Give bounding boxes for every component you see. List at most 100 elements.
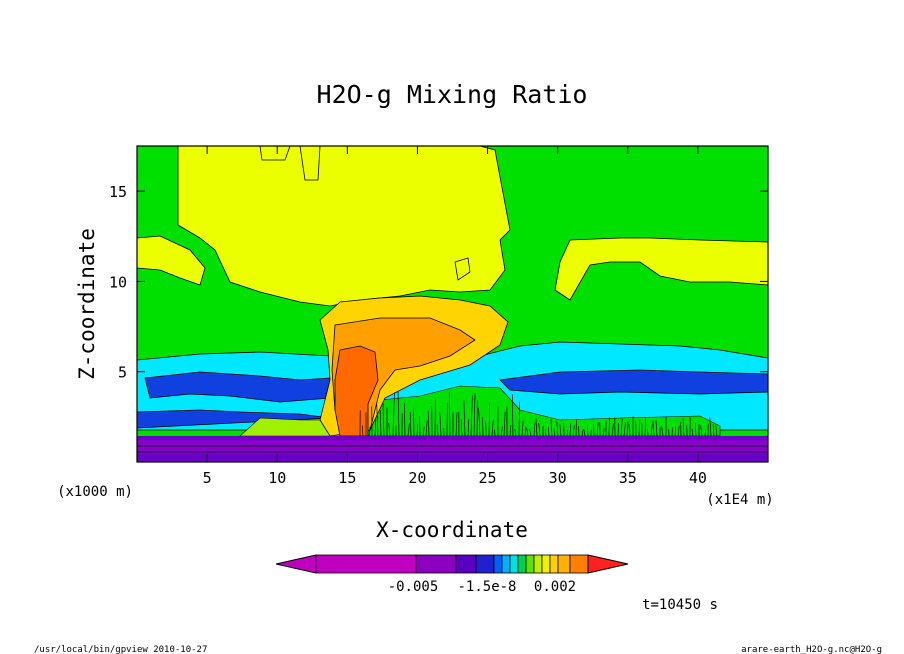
y-tick-label: 5 (118, 364, 127, 382)
colorbar-labels: -0.005 -1.5e-8 0.002 (388, 579, 576, 595)
colorbar-segment (509, 554, 519, 574)
turbulence-stroke (416, 423, 419, 437)
field-yellow-right (554, 237, 768, 301)
turbulence-stroke (652, 420, 655, 437)
field-blue-bottom (137, 409, 331, 429)
field-yellow-left (137, 235, 206, 286)
turbulence-stroke (403, 403, 406, 437)
chart-title: H2O-g Mixing Ratio (317, 80, 588, 109)
x-tick-label: 5 (203, 469, 212, 487)
turbulence-stroke (388, 422, 391, 437)
colorbar-label: -0.005 (388, 579, 439, 595)
turbulence-stroke (611, 423, 614, 437)
field-yellow-small-1 (299, 146, 321, 181)
colorbar-segment (501, 554, 511, 574)
turbulence-stroke (524, 426, 527, 437)
turbulent-contours (359, 391, 718, 437)
turbulence-stroke (407, 423, 410, 437)
turbulence-stroke (617, 423, 619, 437)
field-yellow-spot (454, 257, 471, 281)
turbulence-stroke (538, 423, 541, 437)
turbulence-stroke (427, 411, 430, 437)
turbulence-stroke (535, 418, 538, 437)
turbulence-stroke (478, 407, 481, 437)
turbulence-stroke (455, 412, 458, 437)
turbulence-stroke (700, 425, 703, 437)
turbulence-stroke (460, 419, 463, 437)
turbulence-stroke (677, 425, 680, 437)
colorbar-label: 0.002 (534, 579, 576, 595)
turbulence-stroke (709, 417, 712, 437)
colorbar-segment (525, 554, 535, 574)
colorbar-segment (569, 554, 589, 574)
turbulence-stroke (620, 418, 623, 437)
x-unit-right: (x1E4 m) (706, 492, 773, 508)
x-tick-label: 15 (338, 469, 356, 487)
turbulence-stroke (526, 427, 529, 437)
turbulence-stroke (518, 401, 520, 437)
field-red-column (334, 345, 379, 437)
x-tick-label: 10 (268, 469, 286, 487)
turbulence-stroke (691, 428, 694, 437)
y-tick-label: 15 (109, 183, 127, 201)
turbulence-stroke (379, 410, 382, 437)
colorbar-segment (533, 554, 543, 574)
footer-right: arare-earth_H2O-g.nc@H2O-g (741, 645, 882, 654)
turbulence-stroke (623, 422, 626, 437)
turbulence-stroke (715, 424, 718, 437)
turbulence-stroke (566, 429, 569, 437)
y-tick-label: 10 (109, 273, 127, 291)
turbulence-stroke (569, 423, 572, 437)
turbulence-stroke (409, 412, 412, 437)
turbulence-stroke (376, 403, 379, 437)
turbulence-stroke (511, 394, 514, 437)
field-cyan-band (137, 341, 768, 431)
turbulence-stroke (439, 411, 442, 437)
colorbar-segment (455, 554, 477, 574)
colorbar-segment (557, 554, 571, 574)
turbulence-stroke (529, 428, 532, 437)
colorbar-segment (541, 554, 551, 574)
x-unit-left: (x1000 m) (57, 484, 133, 500)
turbulence-stroke (514, 428, 517, 437)
turbulence-stroke (436, 424, 439, 437)
y-axis: 5 10 15 (109, 183, 768, 382)
turbulence-stroke (644, 417, 647, 437)
turbulence-stroke (491, 419, 494, 437)
turbulence-stroke (553, 427, 556, 437)
turbulence-stroke (550, 418, 553, 437)
turbulence-stroke (470, 395, 473, 437)
x-tick-label: 20 (408, 469, 426, 487)
turbulence-stroke (473, 392, 476, 437)
turbulence-stroke (533, 422, 536, 437)
colorbar-segment (493, 554, 503, 574)
colorbar-label: -1.5e-8 (457, 579, 516, 595)
y-axis-label: Z-coordinate (75, 228, 99, 380)
turbulence-stroke (638, 419, 641, 437)
turbulence-stroke (361, 425, 364, 437)
x-tick-label: 25 (479, 469, 497, 487)
colorbar-segment (517, 554, 527, 574)
turbulence-stroke (521, 420, 524, 437)
turbulence-stroke (463, 400, 466, 437)
turbulence-stroke (559, 424, 562, 437)
time-label: t=10450 s (642, 597, 718, 613)
turbulence-stroke (682, 418, 685, 437)
turbulence-stroke (422, 426, 425, 437)
turbulence-stroke (596, 422, 599, 437)
turbulence-stroke (572, 425, 575, 437)
colorbar-segment (315, 554, 417, 574)
colorbar-segment (549, 554, 559, 574)
footer-left: /usr/local/bin/gpview 2010-10-27 (34, 645, 207, 654)
turbulence-stroke (548, 426, 550, 437)
x-tick-label: 30 (549, 469, 567, 487)
turbulence-stroke (392, 392, 395, 437)
turbulence-stroke (397, 391, 400, 437)
field-purple-surface (137, 440, 768, 454)
turbulence-stroke (626, 421, 629, 437)
field-yellow-small-2 (259, 146, 291, 161)
turbulence-stroke (368, 426, 371, 437)
x-tick-label: 35 (619, 469, 637, 487)
turbulence-stroke (655, 420, 658, 437)
x-axis-label: X-coordinate (376, 518, 528, 542)
